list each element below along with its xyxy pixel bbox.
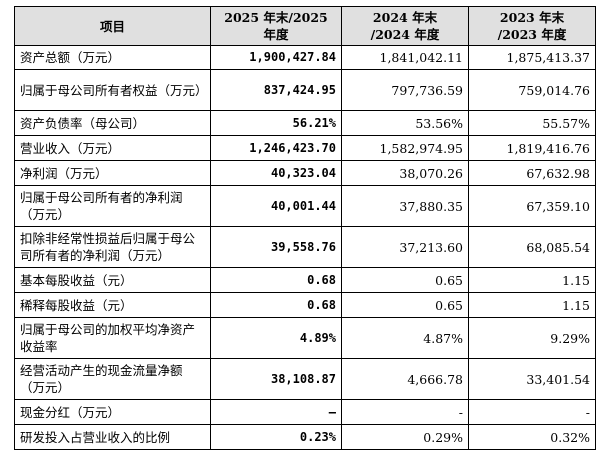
value-2024: 1,841,042.11 [341, 45, 469, 70]
value-2025: 56.21% [210, 110, 342, 136]
value-2023: 33,401.54 [468, 358, 596, 400]
value-2025: 40,323.04 [210, 160, 342, 186]
row-label: 归属于母公司所有者的净利润（万元） [14, 185, 211, 227]
table-body: 资产总额（万元） 1,900,427.84 1,841,042.11 1,875,41… [14, 45, 596, 450]
row-label: 现金分红（万元） [14, 399, 211, 425]
value-2025: 0.23% [210, 424, 342, 450]
value-2023: 1.15 [468, 292, 596, 318]
value-2025: 837,424.95 [210, 69, 342, 111]
value-2023: 1,875,413.37 [468, 45, 596, 70]
header-row: 项目 2025 年末/2025 年度 2024 年末 /2024 年度 2023… [14, 6, 596, 46]
value-2023: 1,819,416.76 [468, 135, 596, 161]
table-row: 稀释每股收益（元） 0.68 0.65 1.15 [14, 292, 596, 318]
table-row: 营业收入（万元） 1,246,423.70 1,582,974.95 1,819,41… [14, 135, 596, 161]
row-label: 经营活动产生的现金流量净额（万元） [14, 358, 211, 400]
table-row: 资产总额（万元） 1,900,427.84 1,841,042.11 1,875,41… [14, 45, 596, 70]
table-row: 归属于母公司所有者的净利润（万元） 40,001.44 37,880.35 67,35… [14, 185, 596, 227]
value-2024: 0.29% [341, 424, 469, 450]
value-2024: 0.65 [341, 292, 469, 318]
table-row: 基本每股收益（元） 0.68 0.65 1.15 [14, 267, 596, 293]
value-2024: 1,582,974.95 [341, 135, 469, 161]
table-row: 经营活动产生的现金流量净额（万元） 38,108.87 4,666.78 33,401… [14, 358, 596, 400]
value-2025: 40,001.44 [210, 185, 342, 227]
value-2025: 0.68 [210, 292, 342, 318]
value-2024: 4.87% [341, 317, 469, 359]
value-2023: - [468, 399, 596, 425]
row-label: 资产负债率（母公司） [14, 110, 211, 136]
value-2024: 37,213.60 [341, 226, 469, 268]
row-label: 基本每股收益（元） [14, 267, 211, 293]
value-2024: - [341, 399, 469, 425]
value-2024: 37,880.35 [341, 185, 469, 227]
value-2023: 759,014.76 [468, 69, 596, 111]
value-2025: 39,558.76 [210, 226, 342, 268]
value-2024: 4,666.78 [341, 358, 469, 400]
value-2023: 0.32% [468, 424, 596, 450]
header-2023: 2023 年末 /2023 年度 [468, 6, 596, 46]
value-2023: 1.15 [468, 267, 596, 293]
financial-summary-table: 项目 2025 年末/2025 年度 2024 年末 /2024 年度 2023… [14, 6, 596, 450]
row-label: 研发投入占营业收入的比例 [14, 424, 211, 450]
table-row: 归属于母公司的加权平均净资产收益率 4.89% 4.87% 9.29% [14, 317, 596, 359]
value-2024: 53.56% [341, 110, 469, 136]
row-label: 净利润（万元） [14, 160, 211, 186]
value-2023: 67,359.10 [468, 185, 596, 227]
value-2023: 55.57% [468, 110, 596, 136]
value-2025: 1,900,427.84 [210, 45, 342, 70]
value-2025: 1,246,423.70 [210, 135, 342, 161]
row-label: 扣除非经常性损益后归属于母公司所有者的净利润（万元） [14, 226, 211, 268]
value-2023: 67,632.98 [468, 160, 596, 186]
header-2025: 2025 年末/2025 年度 [210, 6, 342, 46]
value-2025: – [210, 399, 342, 425]
table-row: 净利润（万元） 40,323.04 38,070.26 67,632.98 [14, 160, 596, 186]
table-row: 归属于母公司所有者权益（万元） 837,424.95 797,736.59 759,0… [14, 69, 596, 111]
value-2024: 797,736.59 [341, 69, 469, 111]
row-label: 稀释每股收益（元） [14, 292, 211, 318]
value-2023: 9.29% [468, 317, 596, 359]
header-2024: 2024 年末 /2024 年度 [341, 6, 469, 46]
table-row: 扣除非经常性损益后归属于母公司所有者的净利润（万元） 39,558.76 37,21… [14, 226, 596, 268]
table-row: 研发投入占营业收入的比例 0.23% 0.29% 0.32% [14, 424, 596, 450]
row-label: 归属于母公司所有者权益（万元） [14, 69, 211, 111]
value-2024: 38,070.26 [341, 160, 469, 186]
row-label: 营业收入（万元） [14, 135, 211, 161]
value-2024: 0.65 [341, 267, 469, 293]
table-row: 现金分红（万元） – - - [14, 399, 596, 425]
value-2025: 0.68 [210, 267, 342, 293]
row-label: 归属于母公司的加权平均净资产收益率 [14, 317, 211, 359]
value-2023: 68,085.54 [468, 226, 596, 268]
row-label: 资产总额（万元） [14, 45, 211, 70]
value-2025: 4.89% [210, 317, 342, 359]
value-2025: 38,108.87 [210, 358, 342, 400]
header-item: 项目 [14, 6, 211, 46]
table-row: 资产负债率（母公司） 56.21% 53.56% 55.57% [14, 110, 596, 136]
